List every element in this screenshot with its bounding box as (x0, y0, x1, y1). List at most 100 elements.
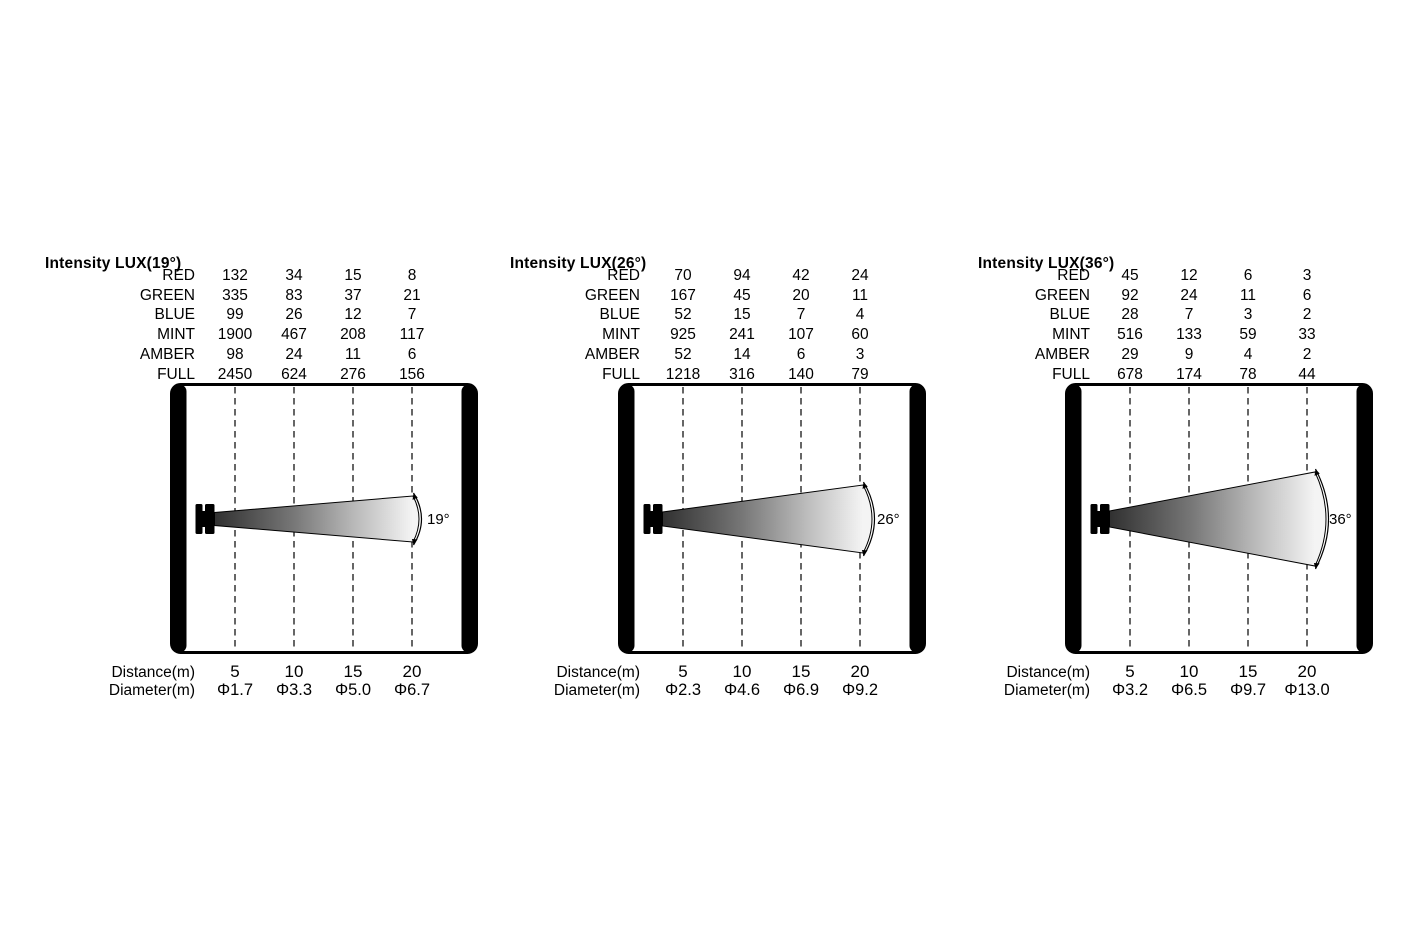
diameter-value: Φ6.5 (1170, 681, 1208, 699)
side-bar-right (909, 384, 925, 653)
intensity-value: 29 (1121, 345, 1139, 363)
angle-arrowhead-top (412, 493, 418, 500)
intensity-value: 44 (1298, 365, 1316, 383)
diameter-value: Φ13.0 (1284, 681, 1330, 699)
intensity-value: 45 (1121, 267, 1139, 284)
intensity-value: 1218 (665, 365, 701, 383)
intensity-value: 21 (403, 286, 421, 304)
fixture-icon (205, 504, 215, 534)
intensity-value: 92 (1121, 286, 1139, 304)
distance-label: Distance(m) (556, 664, 640, 681)
intensity-value: 3 (1243, 306, 1253, 324)
side-bar-left (619, 384, 635, 653)
intensity-value: 11 (851, 286, 869, 304)
intensity-value: 6 (1243, 267, 1253, 284)
intensity-value: 2 (1302, 345, 1312, 363)
intensity-value: 4 (855, 306, 865, 324)
side-bar-left (171, 384, 187, 653)
intensity-value: 98 (226, 345, 244, 363)
intensity-value: 12 (344, 306, 362, 324)
intensity-value: 20 (792, 286, 810, 304)
intensity-value: 3 (1302, 267, 1312, 284)
row-label: RED (607, 267, 640, 284)
fixture-icon (195, 504, 203, 534)
intensity-value: 335 (222, 286, 248, 304)
fixture-icon (649, 511, 654, 527)
distance-label: Distance(m) (1006, 664, 1090, 681)
intensity-value: 167 (670, 286, 696, 304)
row-label: FULL (157, 365, 195, 383)
row-label: FULL (602, 365, 640, 383)
intensity-value: 516 (1117, 326, 1143, 344)
fixture-icon (201, 511, 206, 527)
intensity-value: 24 (285, 345, 303, 363)
intensity-value: 52 (674, 306, 692, 324)
distance-value: 10 (1179, 662, 1199, 681)
diameter-label: Diameter(m) (108, 682, 195, 699)
diameter-label: Diameter(m) (553, 682, 640, 699)
intensity-value: 7 (407, 306, 417, 324)
intensity-value: 14 (733, 345, 751, 363)
intensity-value: 156 (399, 365, 425, 383)
intensity-value: 208 (340, 326, 366, 344)
diameter-value: Φ4.6 (723, 681, 761, 699)
distance-value: 5 (1125, 662, 1135, 681)
row-label: BLUE (599, 306, 641, 324)
intensity-value: 107 (788, 326, 814, 344)
intensity-value: 78 (1239, 365, 1257, 383)
diameter-value: Φ6.7 (393, 681, 431, 699)
angle-arrowhead-bottom (1313, 562, 1320, 569)
diameter-value: Φ9.7 (1229, 681, 1267, 699)
row-label: MINT (157, 326, 195, 344)
angle-label: 36° (1329, 511, 1352, 528)
intensity-value: 12 (1180, 267, 1198, 284)
intensity-value: 241 (729, 326, 755, 344)
angle-arc (1314, 468, 1329, 570)
intensity-value: 7 (1184, 306, 1194, 324)
distance-value: 10 (284, 662, 304, 681)
fixture-icon (1090, 504, 1098, 534)
distance-value: 15 (791, 662, 811, 681)
intensity-value: 94 (733, 267, 751, 284)
angle-arc (862, 481, 876, 557)
intensity-value: 2450 (217, 365, 253, 383)
intensity-value: 60 (851, 326, 869, 344)
intensity-value: 33 (1298, 326, 1316, 344)
row-label: GREEN (139, 286, 195, 304)
row-label: MINT (1052, 326, 1090, 344)
row-label: AMBER (584, 345, 640, 363)
intensity-value: 15 (733, 306, 751, 324)
angle-arrowhead-top (1314, 469, 1320, 476)
fixture-icon (653, 504, 663, 534)
intensity-value: 28 (1121, 306, 1139, 324)
intensity-value: 174 (1176, 365, 1202, 383)
side-bar-left (1066, 384, 1082, 653)
intensity-value: 24 (1180, 286, 1198, 304)
row-label: BLUE (154, 306, 196, 324)
distance-label: Distance(m) (111, 664, 195, 681)
intensity-value: 45 (733, 286, 751, 304)
intensity-value: 624 (281, 365, 307, 383)
intensity-value: 26 (285, 306, 303, 324)
intensity-value: 316 (729, 365, 755, 383)
distance-value: 15 (343, 662, 363, 681)
row-label: GREEN (584, 286, 640, 304)
intensity-value: 8 (407, 267, 417, 284)
intensity-value: 132 (222, 267, 248, 284)
distance-value: 20 (850, 662, 870, 681)
intensity-value: 79 (851, 365, 869, 383)
distance-value: 20 (402, 662, 422, 681)
intensity-value: 3 (855, 345, 865, 363)
intensity-value: 4 (1243, 345, 1253, 363)
intensity-value: 24 (851, 267, 869, 284)
beam-diagram-canvas: 26° (618, 383, 926, 654)
diameter-value: Φ2.3 (664, 681, 702, 699)
intensity-value: 1900 (217, 326, 253, 344)
intensity-value: 99 (226, 306, 244, 324)
intensity-value: 37 (344, 286, 362, 304)
distance-value: 10 (732, 662, 752, 681)
intensity-value: 140 (788, 365, 814, 383)
distance-value: 20 (1297, 662, 1317, 681)
